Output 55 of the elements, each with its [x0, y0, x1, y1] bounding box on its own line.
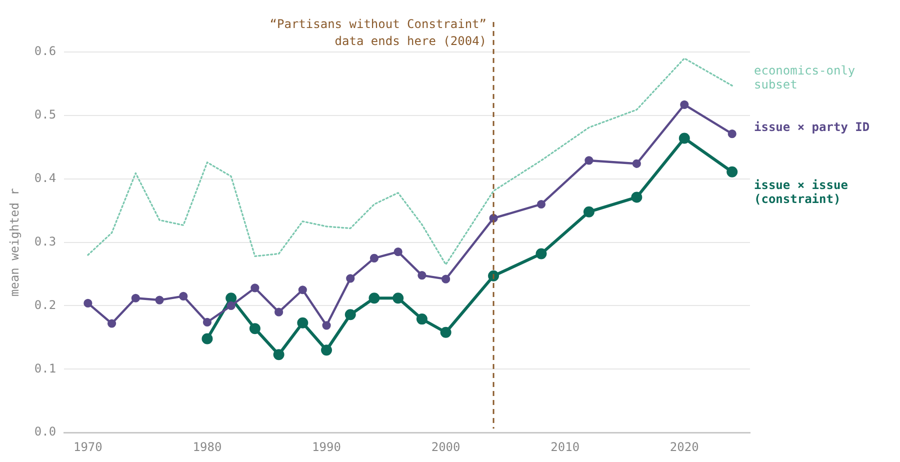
point — [728, 130, 736, 138]
point — [344, 309, 356, 320]
y-tick-label: 0.0 — [34, 424, 56, 439]
point — [370, 254, 379, 262]
point — [226, 301, 236, 310]
point — [584, 156, 594, 165]
point — [298, 286, 307, 294]
point — [418, 270, 426, 280]
y-axis-title: mean weighted r — [7, 188, 22, 296]
point — [107, 319, 116, 328]
point — [680, 100, 689, 109]
y-tick-label: 0.5 — [34, 108, 56, 122]
x-tick-label: 1990 — [312, 440, 341, 454]
point — [392, 292, 404, 304]
point — [346, 274, 355, 283]
x-tick-label: 1980 — [192, 440, 222, 454]
point — [394, 248, 402, 256]
x-tick-label: 2000 — [431, 440, 460, 454]
point — [726, 166, 738, 178]
y-tick-label: 0.3 — [34, 234, 56, 248]
series-label: economics-only subset — [754, 64, 856, 92]
point — [131, 294, 140, 302]
point — [678, 132, 690, 144]
y-tick-label: 0.6 — [34, 44, 56, 58]
y-tick-label: 0.2 — [34, 298, 56, 312]
y-tick-label: 0.4 — [34, 170, 56, 185]
x-tick-label: 1970 — [73, 440, 102, 454]
point — [155, 296, 164, 304]
ref-line-label: “Partisans without Constraint” data ends here (2004) — [270, 17, 487, 48]
point — [321, 344, 332, 356]
point — [297, 317, 308, 328]
point — [442, 274, 450, 284]
point — [368, 292, 380, 304]
point — [249, 323, 260, 334]
line-series — [87, 58, 733, 266]
series-label: issue × party ID — [754, 120, 870, 134]
point — [631, 192, 642, 203]
point — [273, 349, 284, 360]
point — [536, 248, 547, 260]
point — [416, 314, 428, 325]
point — [440, 326, 452, 338]
point — [583, 206, 594, 218]
point — [202, 333, 213, 344]
x-tick-label: 2020 — [670, 440, 699, 454]
point — [322, 321, 331, 330]
point — [632, 159, 641, 168]
y-tick-label: 0.1 — [34, 361, 56, 376]
x-tick-label: 2010 — [550, 440, 580, 454]
point — [179, 292, 188, 301]
point — [202, 318, 212, 327]
point — [250, 284, 260, 292]
series-label: issue × issue (constraint) — [754, 178, 848, 206]
point — [84, 298, 92, 308]
point — [536, 200, 546, 209]
point — [274, 308, 284, 316]
